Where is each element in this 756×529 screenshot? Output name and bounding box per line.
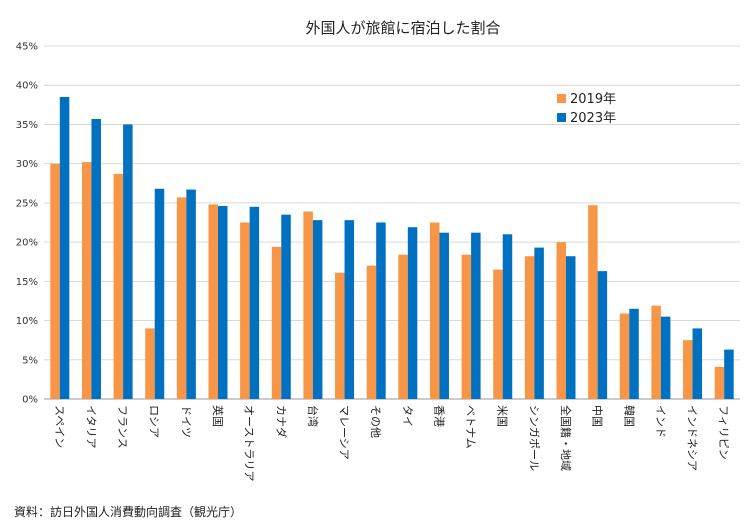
bar-2023-11 (407, 227, 418, 399)
x-category-label: インドネシア (686, 405, 699, 471)
bar-2023-14 (502, 234, 513, 399)
bar-2019-3 (145, 328, 155, 399)
bar-2019-0 (50, 163, 60, 399)
bar-2023-4 (186, 189, 196, 399)
bar-2019-17 (588, 205, 598, 399)
x-category-label: 韓国 (622, 405, 635, 427)
x-category-label: ベトナム (464, 405, 477, 449)
y-axis-ticks: 0% 5% 10% 15% 20% 25% 30% 35% 40% 45% (16, 42, 38, 406)
bar-2019-7 (271, 246, 282, 399)
bar-2019-15 (524, 256, 535, 399)
y-tick-label: 0% (22, 395, 38, 406)
x-category-label: 全国籍・地域 (559, 405, 573, 471)
bar-2019-16 (556, 242, 566, 399)
x-category-label: イタリア (84, 405, 97, 449)
y-tick-label: 20% (16, 238, 38, 249)
x-category-label: 台湾 (306, 405, 320, 427)
y-tick-label: 5% (22, 355, 38, 366)
legend-label: 2023年 (570, 111, 616, 126)
x-category-label: オーストラリア (243, 405, 256, 481)
bar-2023-18 (629, 308, 639, 399)
bar-2019-12 (429, 222, 440, 399)
y-tick-label: 40% (16, 81, 38, 92)
bar-2023-21 (724, 349, 734, 399)
x-category-label: タイ (401, 405, 414, 427)
y-tick-label: 10% (16, 316, 38, 327)
bar-2023-8 (312, 220, 323, 399)
bar-2023-7 (281, 214, 291, 399)
legend-label: 2019年 (570, 92, 616, 107)
legend-swatch (557, 113, 566, 122)
bar-2019-5 (208, 204, 218, 399)
y-tick-label: 30% (16, 159, 38, 170)
bar-2023-6 (249, 206, 260, 399)
x-category-label: スペイン (53, 405, 66, 448)
bar-2019-11 (398, 254, 408, 399)
bar-2023-17 (597, 271, 608, 399)
bar-2019-1 (81, 162, 92, 399)
bar-2019-6 (240, 222, 250, 399)
bar-2019-13 (461, 254, 472, 399)
bar-2023-0 (59, 96, 70, 399)
x-category-label: ドイツ (179, 405, 192, 438)
x-category-label: その他 (369, 405, 382, 438)
bar-2019-9 (335, 272, 345, 399)
x-category-label: マレーシア (338, 405, 351, 460)
chart-title: 外国人が旅館に宿泊した割合 (305, 19, 500, 37)
bar-2019-19 (651, 305, 661, 399)
x-category-label: 中国 (591, 405, 604, 427)
bar-2019-4 (176, 197, 187, 399)
source-note: 資料：訪日外国人消費動向調査（観光庁） (14, 505, 243, 519)
x-category-label: 米国 (496, 405, 509, 427)
bar-2019-21 (714, 366, 725, 399)
legend-swatch (557, 94, 566, 103)
y-tick-label: 45% (16, 42, 38, 53)
bar-2023-16 (566, 256, 576, 399)
x-category-label: 英国 (211, 405, 225, 427)
x-category-label: カナダ (274, 405, 288, 438)
x-axis-categories: スペイン イタリア フランス ロシア ドイツ 英国 オーストラリア カナダ 台湾 マレーシア その他… (53, 405, 730, 481)
bar-2023-10 (376, 222, 386, 399)
y-tick-label: 15% (16, 277, 38, 288)
y-tick-label: 25% (16, 198, 38, 209)
bar-2023-19 (660, 316, 671, 399)
bar-2019-20 (683, 340, 693, 399)
bar-2023-12 (439, 232, 449, 399)
bars (50, 96, 734, 399)
x-category-label: フィリピン (717, 405, 730, 460)
bar-2019-2 (113, 173, 124, 399)
x-category-label: インド (654, 405, 667, 438)
bar-2019-18 (619, 313, 630, 399)
legend: 2019年 2023年 (557, 92, 616, 126)
x-category-label: シンガポール (527, 405, 540, 471)
bar-2023-1 (91, 118, 101, 399)
y-tick-label: 35% (16, 120, 38, 131)
bar-2023-3 (154, 188, 165, 399)
bar-2023-5 (218, 206, 228, 399)
bar-2023-15 (534, 247, 544, 399)
bar-2019-10 (366, 265, 377, 399)
x-category-label: フランス (116, 405, 129, 449)
bar-2023-2 (123, 124, 133, 399)
x-category-label: 香港 (432, 405, 445, 427)
bar-2019-8 (303, 211, 313, 399)
bar-2023-9 (344, 220, 355, 399)
bar-2019-14 (493, 269, 503, 399)
x-category-label: ロシア (148, 405, 161, 438)
bar-2023-20 (692, 328, 703, 399)
bar-2023-13 (471, 232, 481, 399)
